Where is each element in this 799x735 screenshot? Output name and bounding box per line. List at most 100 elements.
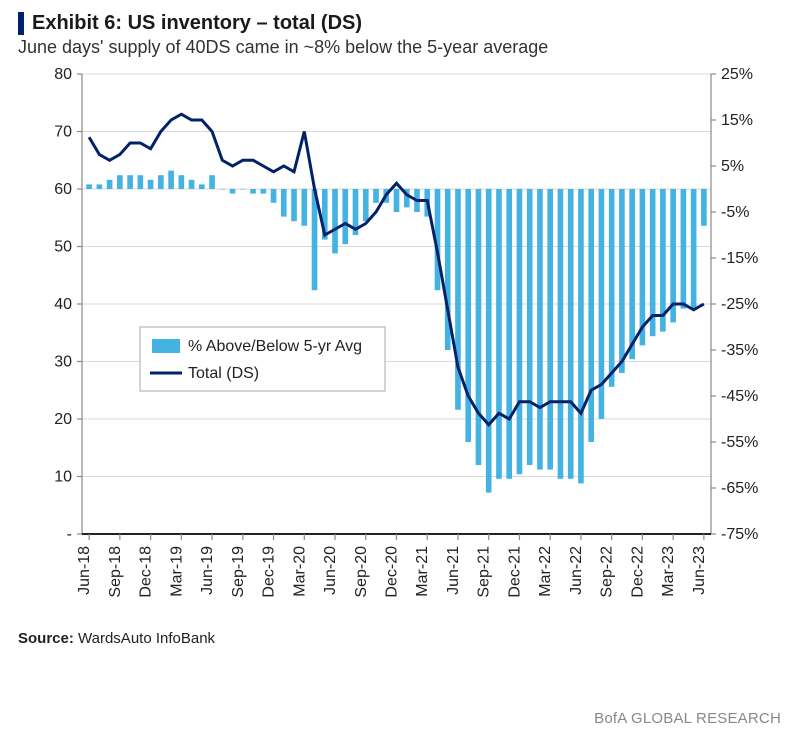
bar bbox=[476, 189, 482, 465]
bar bbox=[240, 189, 246, 190]
bar bbox=[271, 189, 277, 203]
svg-text:40: 40 bbox=[54, 296, 72, 313]
svg-text:Dec-22: Dec-22 bbox=[629, 546, 646, 598]
bar bbox=[486, 189, 492, 493]
bar bbox=[117, 175, 123, 189]
svg-text:-: - bbox=[67, 526, 72, 543]
bar bbox=[97, 184, 103, 189]
bar bbox=[547, 189, 553, 470]
bar bbox=[629, 189, 635, 359]
svg-text:-55%: -55% bbox=[721, 434, 758, 451]
svg-text:5%: 5% bbox=[721, 158, 744, 175]
svg-text:Sep-18: Sep-18 bbox=[107, 546, 124, 598]
exhibit-title-row: Exhibit 6: US inventory – total (DS) bbox=[18, 12, 781, 35]
bar bbox=[465, 189, 471, 442]
svg-text:Mar-21: Mar-21 bbox=[414, 546, 431, 597]
bar bbox=[701, 189, 707, 226]
svg-text:10: 10 bbox=[54, 469, 72, 486]
bar bbox=[558, 189, 564, 479]
bar bbox=[506, 189, 512, 479]
svg-text:Sep-20: Sep-20 bbox=[353, 546, 370, 598]
svg-text:Mar-19: Mar-19 bbox=[168, 546, 185, 597]
svg-text:-45%: -45% bbox=[721, 388, 758, 405]
svg-text:Dec-18: Dec-18 bbox=[138, 546, 155, 598]
svg-text:60: 60 bbox=[54, 181, 72, 198]
exhibit-title: Exhibit 6: US inventory – total (DS) bbox=[32, 12, 362, 35]
svg-text:Jun-21: Jun-21 bbox=[445, 546, 462, 595]
bar bbox=[158, 175, 164, 189]
bar bbox=[148, 180, 154, 189]
legend-label-bar: % Above/Below 5-yr Avg bbox=[188, 338, 362, 355]
bar bbox=[691, 189, 697, 309]
exhibit-subtitle: June days' supply of 40DS came in ~8% be… bbox=[18, 37, 781, 58]
svg-text:Mar-22: Mar-22 bbox=[537, 546, 554, 597]
title-accent-bar bbox=[18, 12, 24, 35]
bar bbox=[138, 175, 144, 189]
bar bbox=[301, 189, 307, 226]
svg-text:20: 20 bbox=[54, 411, 72, 428]
bar bbox=[496, 189, 502, 479]
svg-text:Jun-20: Jun-20 bbox=[322, 546, 339, 595]
svg-text:-15%: -15% bbox=[721, 250, 758, 267]
source-text: WardsAuto InfoBank bbox=[78, 630, 215, 647]
bar bbox=[220, 189, 226, 190]
bar bbox=[189, 180, 195, 189]
bar bbox=[209, 175, 215, 189]
bar bbox=[363, 189, 369, 221]
bar bbox=[609, 189, 615, 387]
bar bbox=[342, 189, 348, 244]
bar bbox=[86, 184, 92, 189]
svg-text:-5%: -5% bbox=[721, 204, 749, 221]
bar bbox=[527, 189, 533, 465]
svg-text:-25%: -25% bbox=[721, 296, 758, 313]
bar bbox=[537, 189, 543, 470]
bar bbox=[199, 184, 205, 189]
svg-text:Mar-23: Mar-23 bbox=[660, 546, 677, 597]
bar bbox=[670, 189, 676, 322]
svg-text:Dec-20: Dec-20 bbox=[384, 546, 401, 598]
svg-text:Jun-23: Jun-23 bbox=[691, 546, 708, 595]
svg-text:-65%: -65% bbox=[721, 480, 758, 497]
svg-text:Dec-19: Dec-19 bbox=[261, 546, 278, 598]
bar bbox=[517, 189, 523, 474]
chart-container: - 10 20 30 40 50 60 70 80 -75% -65% -55% -45% -35% -25… bbox=[18, 62, 781, 622]
svg-text:15%: 15% bbox=[721, 112, 753, 129]
svg-text:50: 50 bbox=[54, 239, 72, 256]
bar bbox=[127, 175, 133, 189]
legend-swatch-bar bbox=[152, 339, 180, 353]
svg-text:Mar-20: Mar-20 bbox=[291, 546, 308, 597]
svg-text:Jun-22: Jun-22 bbox=[568, 546, 585, 595]
source-line: Source: WardsAuto InfoBank bbox=[18, 630, 781, 647]
svg-text:70: 70 bbox=[54, 124, 72, 141]
svg-text:80: 80 bbox=[54, 66, 72, 83]
chart-svg: - 10 20 30 40 50 60 70 80 -75% -65% -55% -45% -35% -25… bbox=[18, 62, 781, 622]
bar bbox=[568, 189, 574, 479]
bar bbox=[291, 189, 297, 221]
svg-text:-35%: -35% bbox=[721, 342, 758, 359]
bar bbox=[588, 189, 594, 442]
svg-text:Sep-21: Sep-21 bbox=[476, 546, 493, 598]
svg-text:Sep-22: Sep-22 bbox=[599, 546, 616, 598]
bar bbox=[332, 189, 338, 253]
footer-attribution: BofA GLOBAL RESEARCH bbox=[594, 710, 781, 727]
svg-text:Sep-19: Sep-19 bbox=[230, 546, 247, 598]
bar bbox=[260, 189, 266, 194]
bar bbox=[230, 189, 236, 194]
bar bbox=[394, 189, 400, 212]
source-label: Source: bbox=[18, 630, 74, 647]
svg-text:25%: 25% bbox=[721, 66, 753, 83]
bar bbox=[179, 175, 185, 189]
svg-text:Dec-21: Dec-21 bbox=[506, 546, 523, 598]
bar bbox=[681, 189, 687, 309]
svg-text:Jun-18: Jun-18 bbox=[76, 546, 93, 595]
svg-text:-75%: -75% bbox=[721, 526, 758, 543]
bar bbox=[373, 189, 379, 203]
bar bbox=[168, 171, 174, 189]
legend-label-line: Total (DS) bbox=[188, 365, 259, 382]
bar bbox=[619, 189, 625, 373]
bar bbox=[578, 189, 584, 483]
svg-text:30: 30 bbox=[54, 354, 72, 371]
legend bbox=[140, 327, 385, 391]
bar bbox=[281, 189, 287, 217]
bar bbox=[640, 189, 646, 345]
